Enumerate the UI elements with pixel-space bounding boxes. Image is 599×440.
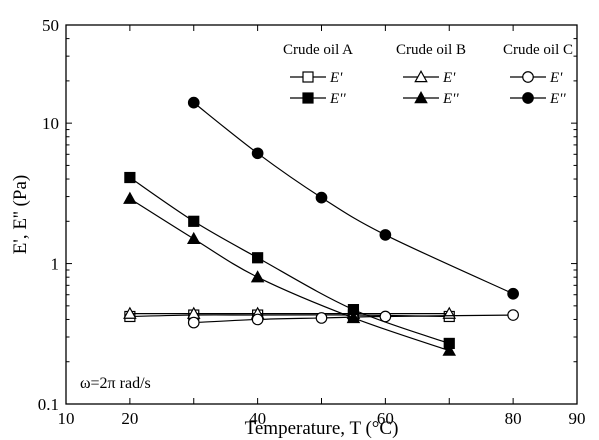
legend-marker-4 bbox=[414, 91, 428, 104]
series-4-point-1 bbox=[186, 231, 201, 245]
series-6-line bbox=[193, 102, 514, 295]
series-2-point-0 bbox=[124, 171, 136, 184]
series-6-point-2 bbox=[315, 191, 328, 204]
series-1-line bbox=[129, 314, 450, 318]
legend-label-4: E'' bbox=[442, 91, 459, 107]
x-tick-label-20: 20 bbox=[121, 409, 138, 428]
series-2-point-2 bbox=[252, 252, 264, 264]
legend-entry-2: E'' bbox=[290, 91, 346, 107]
series-4-point-3 bbox=[346, 310, 361, 324]
frequency-annotation: ω=2π rad/s bbox=[80, 375, 151, 392]
series-2-line bbox=[129, 177, 450, 344]
legend-marker-5 bbox=[522, 71, 534, 83]
x-tick-label-90: 90 bbox=[569, 409, 586, 428]
series-5-line bbox=[193, 314, 514, 324]
series-6-point-4 bbox=[507, 287, 519, 300]
legend-marker-6 bbox=[522, 92, 534, 104]
y-tick-label-1: 1 bbox=[51, 255, 60, 274]
legend-group-title-1: Crude oil A bbox=[283, 42, 353, 58]
x-axis-label: Temperature, T (°C) bbox=[245, 418, 399, 439]
series-2-point-1 bbox=[188, 215, 200, 227]
series-6-point-1 bbox=[251, 147, 264, 160]
legend-label-3: E' bbox=[442, 70, 456, 86]
legend-marker-3 bbox=[414, 70, 428, 83]
series-4-point-2 bbox=[250, 270, 265, 283]
y-tick-label-0.1: 0.1 bbox=[38, 395, 59, 414]
series-5-point-0 bbox=[187, 316, 200, 329]
series-4 bbox=[123, 191, 457, 356]
legend-group-title-3: Crude oil C bbox=[503, 42, 573, 58]
series-6 bbox=[187, 96, 519, 300]
series-6-point-3 bbox=[379, 229, 392, 241]
legend: Crude oil A Crude oil B Crude oil C E' E'' E'… bbox=[283, 42, 573, 107]
tick-labels: 10 20 40 60 80 90 0.1 1 10 50 bbox=[38, 16, 586, 428]
series-5-point-4 bbox=[507, 309, 519, 321]
legend-entry-3: E' bbox=[403, 70, 456, 86]
series-4-line bbox=[129, 198, 450, 352]
series-4-point-4 bbox=[442, 343, 457, 356]
plot-border bbox=[65, 24, 578, 405]
x-tick-label-80: 80 bbox=[505, 409, 522, 428]
legend-group-title-2: Crude oil B bbox=[396, 42, 466, 58]
y-axis-label: E', E'' (Pa) bbox=[10, 175, 31, 254]
series-4-point-0 bbox=[123, 191, 137, 204]
legend-label-5: E' bbox=[549, 70, 563, 86]
legend-marker-1 bbox=[302, 71, 314, 83]
series-5-point-2 bbox=[315, 312, 328, 324]
legend-label-1: E' bbox=[329, 70, 343, 86]
series-5 bbox=[187, 309, 519, 329]
series-5-point-1 bbox=[251, 313, 264, 326]
axis-ticks bbox=[65, 24, 578, 405]
legend-label-6: E'' bbox=[549, 91, 566, 107]
series-6-point-0 bbox=[187, 96, 200, 109]
x-tick-label-40: 40 bbox=[249, 409, 266, 428]
legend-marker-2 bbox=[302, 92, 314, 104]
series-2 bbox=[124, 171, 455, 350]
legend-label-2: E'' bbox=[329, 91, 346, 107]
legend-entry-6: E'' bbox=[510, 91, 566, 107]
legend-entry-4: E'' bbox=[403, 91, 459, 107]
y-tick-label-10: 10 bbox=[42, 114, 59, 133]
series-3-point-0 bbox=[123, 306, 137, 319]
x-tick-label-10: 10 bbox=[58, 409, 75, 428]
series-layer bbox=[123, 96, 519, 356]
x-tick-label-60: 60 bbox=[377, 409, 394, 428]
plot-frame bbox=[65, 24, 578, 405]
legend-entry-5: E' bbox=[510, 70, 563, 86]
legend-entry-1: E' bbox=[290, 70, 343, 86]
y-tick-label-50: 50 bbox=[42, 16, 59, 35]
